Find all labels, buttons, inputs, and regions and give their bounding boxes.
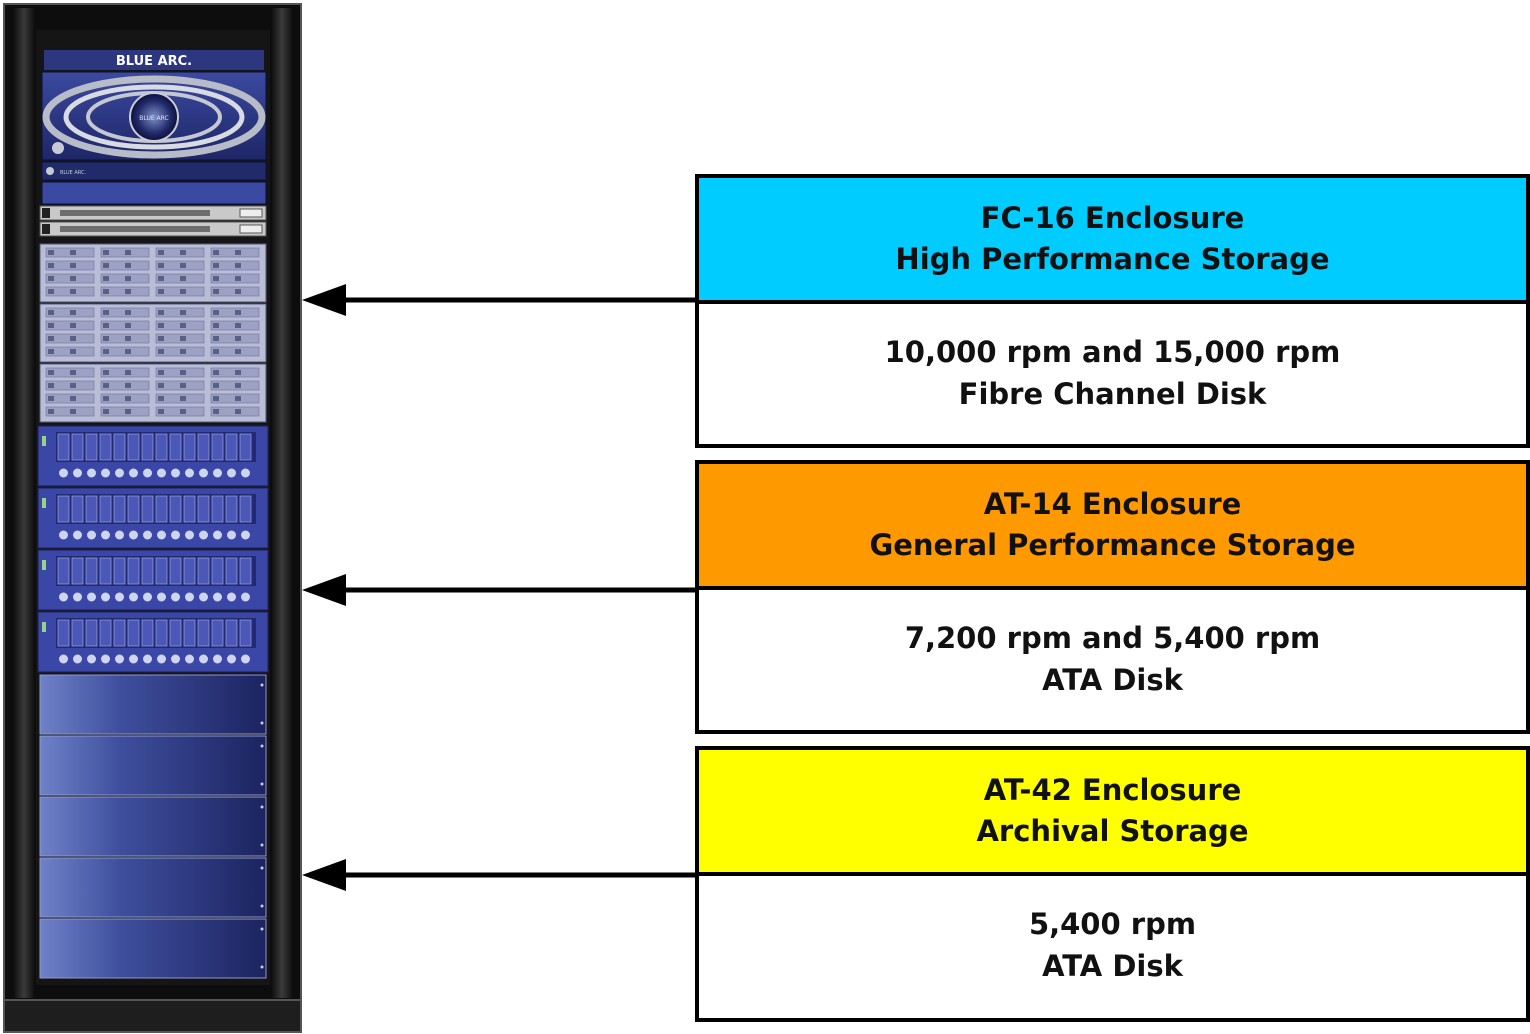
disk-speed: 7,200 rpm and 5,400 rpm xyxy=(904,621,1321,655)
enclosure-header: AT-42 Enclosure Archival Storage xyxy=(699,750,1526,876)
fc-16-shelf xyxy=(39,243,267,303)
enclosure-subtitle: Archival Storage xyxy=(976,814,1249,848)
enclosure-title: FC-16 Enclosure xyxy=(980,201,1245,235)
arrow-fc-16 xyxy=(302,284,696,316)
enclosure-description: 5,400 rpm ATA Disk xyxy=(699,876,1526,1014)
enclosure-subtitle: High Performance Storage xyxy=(895,242,1330,276)
disk-speed: 10,000 rpm and 15,000 rpm xyxy=(884,335,1341,369)
rack-brand-label: BLUE ARC. xyxy=(116,54,192,69)
enclosure-header: FC-16 Enclosure High Performance Storage xyxy=(699,178,1526,304)
at-14-shelf xyxy=(37,487,269,549)
enclosure-title: AT-14 Enclosure xyxy=(983,487,1242,521)
secondary-brand-label: BLUE ARC. xyxy=(60,170,87,176)
at-14-shelf xyxy=(37,611,269,673)
enclosure-box-at-14: AT-14 Enclosure General Performance Stor… xyxy=(695,460,1530,734)
bezel-badge: BLUE ARC xyxy=(139,115,168,122)
storage-rack: BLUE ARC. BLUE ARC BLUE ARC. xyxy=(3,3,302,1033)
at-14-enclosures xyxy=(37,425,269,673)
at-42-enclosures xyxy=(39,674,267,979)
disk-speed: 5,400 rpm xyxy=(1028,907,1197,941)
at-42-shelf xyxy=(39,857,267,918)
at-42-shelf xyxy=(39,918,267,979)
enclosure-box-at-42: AT-42 Enclosure Archival Storage 5,400 r… xyxy=(695,746,1530,1022)
disk-type: Fibre Channel Disk xyxy=(958,377,1267,411)
at-14-shelf xyxy=(37,425,269,487)
fc-16-enclosures xyxy=(39,243,267,423)
enclosure-description: 7,200 rpm and 5,400 rpm ATA Disk xyxy=(699,590,1526,728)
network-switches xyxy=(39,205,267,237)
enclosure-description: 10,000 rpm and 15,000 rpm Fibre Channel … xyxy=(699,304,1526,442)
at-42-shelf xyxy=(39,796,267,857)
at-14-shelf xyxy=(37,549,269,611)
at-42-shelf xyxy=(39,735,267,796)
at-42-shelf xyxy=(39,674,267,735)
arrow-at-42 xyxy=(302,859,696,891)
fc-16-shelf xyxy=(39,363,267,423)
disk-type: ATA Disk xyxy=(1042,663,1183,697)
arrow-at-14 xyxy=(302,574,696,606)
enclosure-box-fc-16: FC-16 Enclosure High Performance Storage… xyxy=(695,174,1530,448)
enclosure-title: AT-42 Enclosure xyxy=(983,773,1242,807)
disk-type: ATA Disk xyxy=(1042,949,1183,983)
fc-16-shelf xyxy=(39,303,267,363)
enclosure-header: AT-14 Enclosure General Performance Stor… xyxy=(699,464,1526,590)
enclosure-subtitle: General Performance Storage xyxy=(869,528,1356,562)
